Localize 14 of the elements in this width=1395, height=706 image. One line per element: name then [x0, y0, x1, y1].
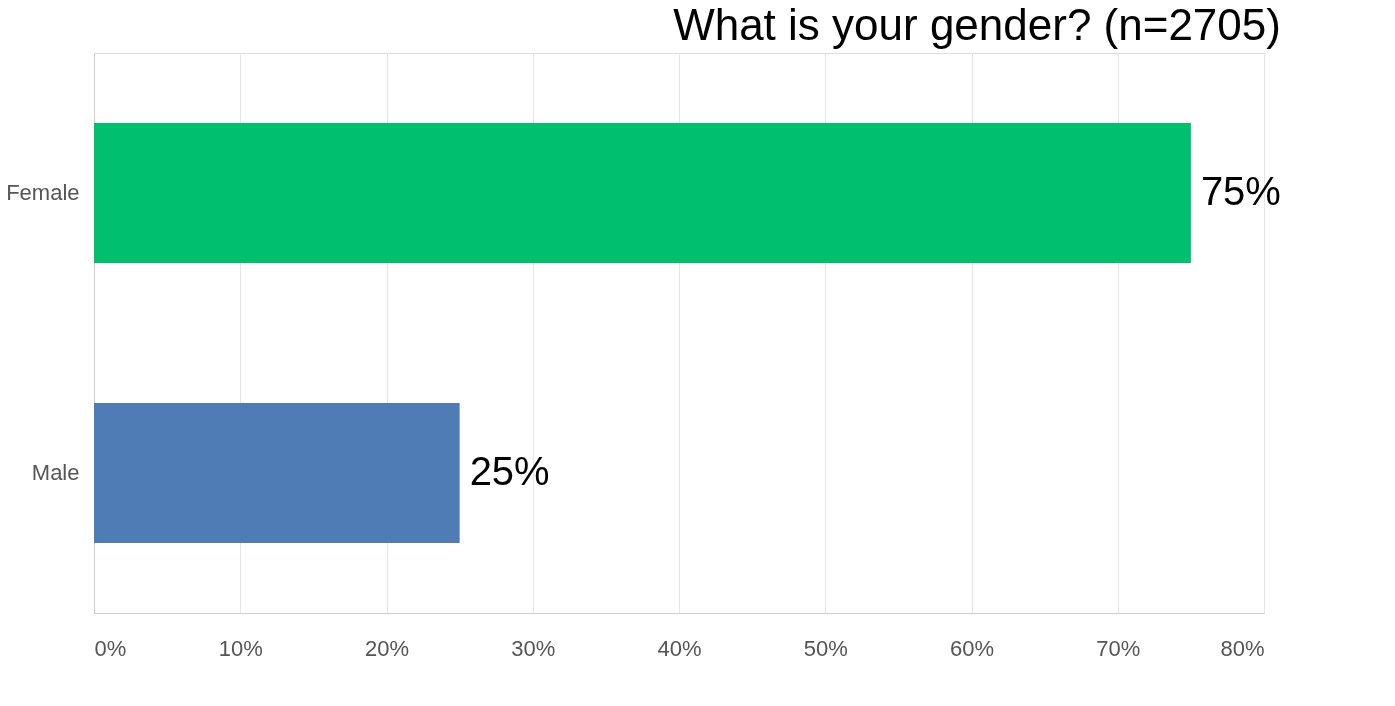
x-tick-label: 80% — [1220, 635, 1265, 661]
y-tick-label: Male — [31, 460, 80, 485]
chart-title: What is your gender? (n=2705) — [673, 0, 1281, 49]
x-tick-label: 60% — [949, 635, 995, 661]
x-tick-label: 40% — [657, 635, 702, 661]
x-tick-label: 20% — [364, 635, 410, 661]
y-tick-label: Female — [6, 180, 80, 205]
data-label: 25% — [469, 449, 550, 493]
x-tick-label: 50% — [803, 635, 848, 661]
x-tick-label: 30% — [511, 635, 556, 661]
x-tick-label: 0% — [94, 635, 127, 661]
data-label: 75% — [1200, 169, 1281, 213]
x-tick-label: 70% — [1096, 635, 1141, 661]
x-tick-label: 10% — [218, 635, 263, 661]
